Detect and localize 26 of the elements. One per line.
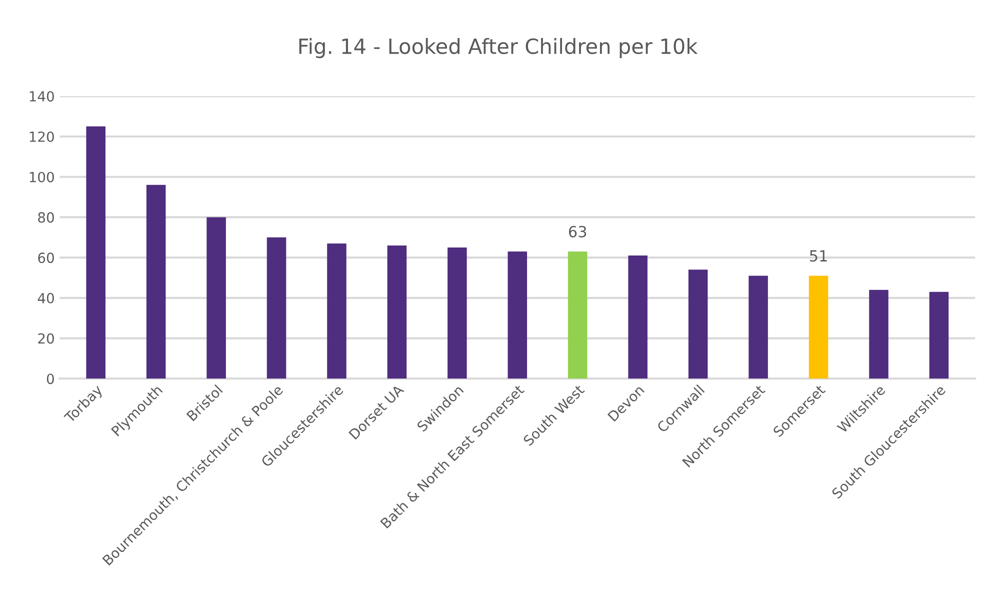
- y-tick-label: 80: [38, 212, 54, 223]
- bar: [568, 252, 588, 379]
- bar: [508, 252, 528, 379]
- bar: [748, 276, 768, 379]
- y-tick-label: 20: [38, 333, 54, 344]
- y-tick-label: 60: [38, 252, 54, 264]
- bar: [146, 184, 166, 379]
- y-tick-label: 100: [30, 172, 54, 182]
- bar: [808, 276, 828, 379]
- bar: [628, 256, 648, 379]
- y-tick-label: 40: [38, 292, 54, 304]
- bar: [206, 217, 226, 379]
- bar: [266, 237, 286, 379]
- y-tick-label: 140: [30, 91, 54, 102]
- bar: [387, 245, 407, 379]
- bar: [869, 290, 888, 379]
- bar: [448, 247, 467, 379]
- bar: [929, 292, 949, 379]
- data-label: 51: [810, 250, 827, 262]
- chart-title: Fig. 14 - Looked After Children per 10k: [299, 38, 698, 58]
- data-label: 63: [568, 226, 586, 238]
- bar: [86, 126, 106, 379]
- y-tick-label: 0: [46, 374, 54, 384]
- bar: [327, 243, 346, 379]
- y-tick-label: 120: [30, 131, 54, 142]
- bar: [688, 270, 708, 379]
